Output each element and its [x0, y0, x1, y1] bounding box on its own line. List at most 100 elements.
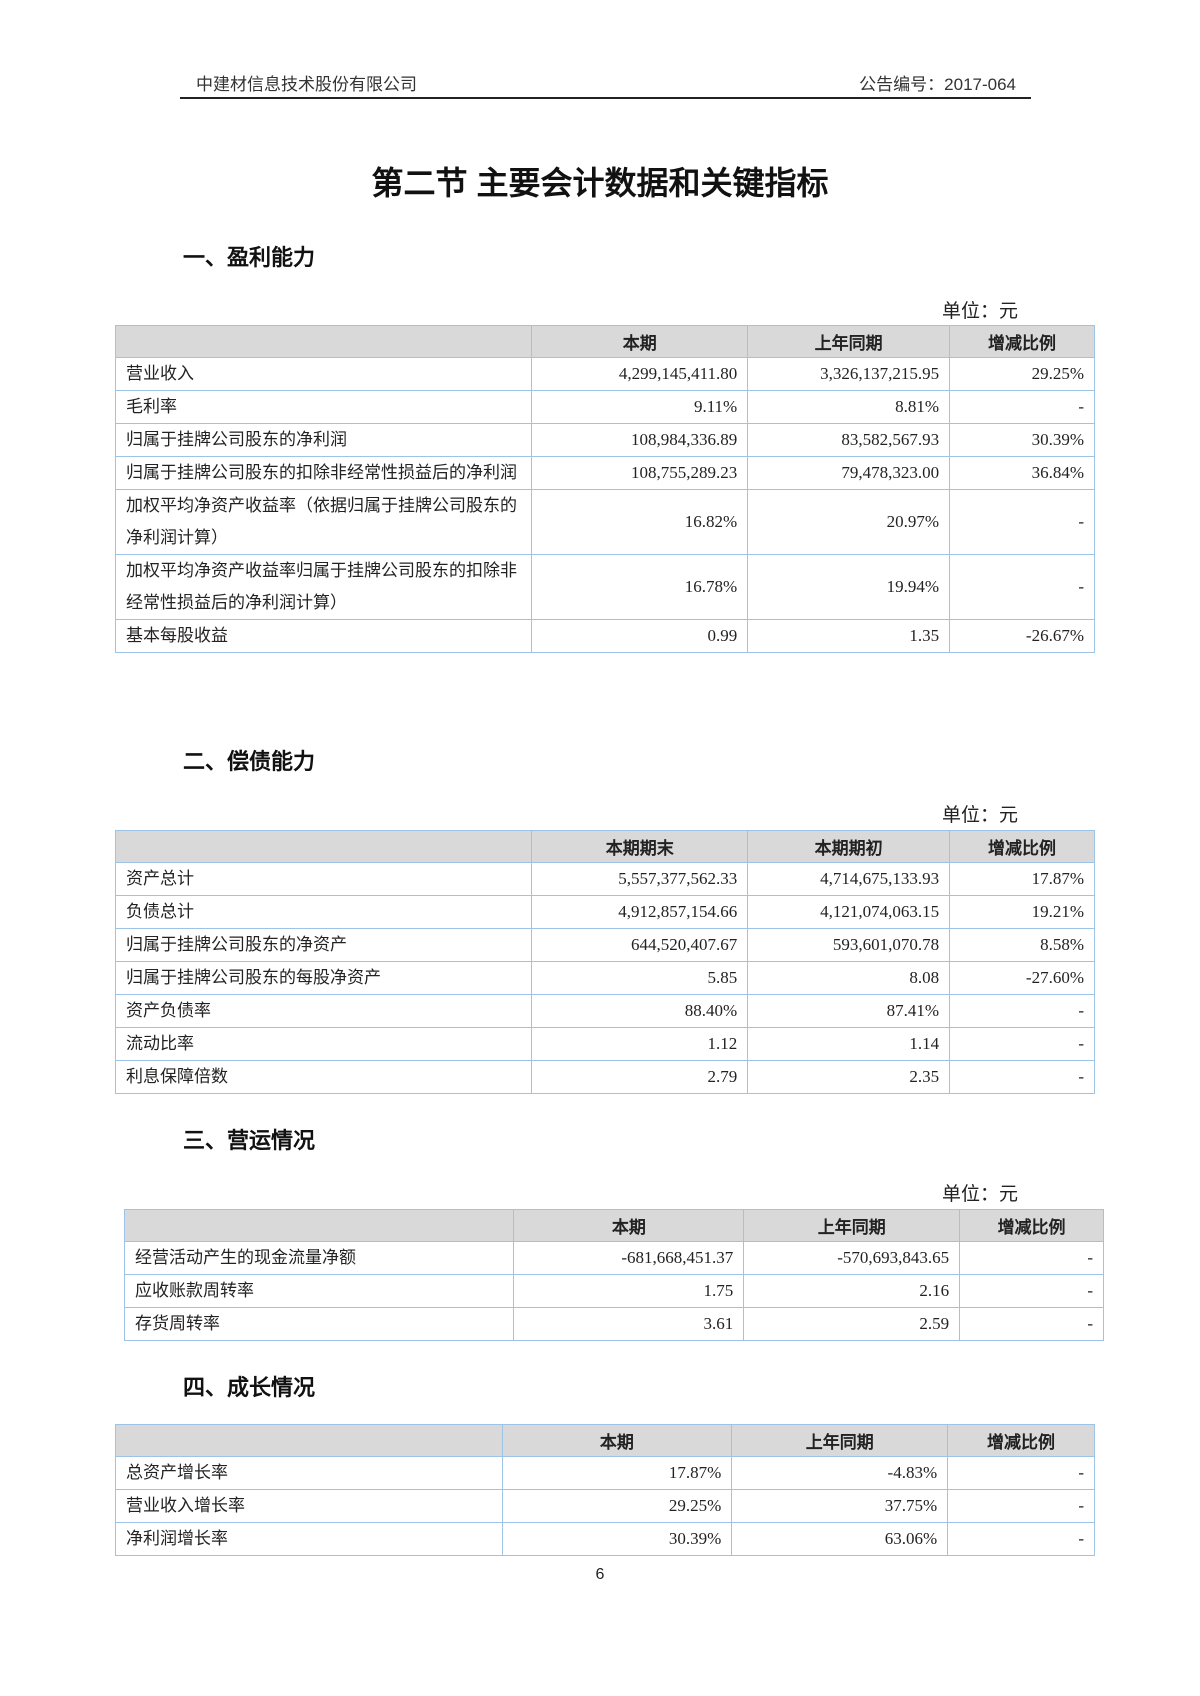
- row-label: 归属于挂牌公司股东的每股净资产: [114, 961, 533, 995]
- row-label: 存货周转率: [123, 1307, 515, 1341]
- column-header: 增减比例: [947, 1424, 1095, 1457]
- cell-value: -: [949, 1060, 1095, 1094]
- cell-value: -: [949, 994, 1095, 1028]
- section-heading: 三、营运情况: [183, 1128, 316, 1153]
- cell-value: 593,601,070.78: [747, 928, 951, 962]
- row-label: 资产总计: [114, 862, 533, 896]
- row-label: 流动比率: [114, 1027, 533, 1061]
- cell-value: 2.79: [531, 1060, 749, 1094]
- column-header: 本期期初: [747, 830, 951, 863]
- row-label: 营业收入: [114, 357, 533, 391]
- cell-value: 4,714,675,133.93: [747, 862, 951, 896]
- cell-value: 30.39%: [949, 423, 1095, 457]
- unit-label: 单位：元: [942, 805, 1019, 826]
- cell-value: -570,693,843.65: [743, 1241, 961, 1275]
- cell-value: 1.14: [747, 1027, 951, 1061]
- section-heading: 四、成长情况: [183, 1375, 316, 1400]
- cell-value: 1.12: [531, 1027, 749, 1061]
- cell-value: -26.67%: [949, 619, 1095, 653]
- cell-value: -: [949, 489, 1095, 555]
- table-header-row: 本期期末 本期期初 增减比例: [114, 830, 1095, 863]
- table-row: 资产总计 5,557,377,562.33 4,714,675,133.93 17.8…: [114, 862, 1095, 896]
- cell-value: 1.75: [513, 1274, 745, 1308]
- column-header: 增减比例: [959, 1209, 1104, 1242]
- table-row: 基本每股收益 0.99 1.35 -26.67%: [114, 619, 1095, 653]
- cell-value: 36.84%: [949, 456, 1095, 490]
- table-row: 加权平均净资产收益率（依据归属于挂牌公司股东的净利润计算） 16.82% 20.97…: [114, 489, 1095, 555]
- cell-value: -681,668,451.37: [513, 1241, 745, 1275]
- column-header: 本期: [501, 1424, 733, 1457]
- operations-table: 本期 上年同期 增减比例 经营活动产生的现金流量净额 -681,668,451.37 -5…: [123, 1209, 1104, 1341]
- cell-value: -: [949, 1027, 1095, 1061]
- cell-value: 3,326,137,215.95: [747, 357, 951, 391]
- table-row: 存货周转率 3.61 2.59-: [123, 1307, 1104, 1341]
- unit-label: 单位：元: [942, 301, 1019, 322]
- cell-value: 63.06%: [731, 1522, 949, 1556]
- column-header: [114, 325, 533, 358]
- column-header: 上年同期: [747, 325, 951, 358]
- cell-value: -: [949, 390, 1095, 424]
- cell-value: -: [949, 554, 1095, 620]
- row-label: 营业收入增长率: [115, 1489, 503, 1523]
- cell-value: 29.25%: [501, 1489, 733, 1523]
- cell-value: 37.75%: [731, 1489, 949, 1523]
- cell-value: 16.82%: [531, 489, 749, 555]
- cell-value: 644,520,407.67: [531, 928, 749, 962]
- cell-value: 0.99: [531, 619, 749, 653]
- row-label: 加权平均净资产收益率归属于挂牌公司股东的扣除非经常性损益后的净利润计算）: [114, 554, 533, 620]
- row-label: 毛利率: [114, 390, 533, 424]
- column-header: 本期: [513, 1209, 745, 1242]
- column-header: [114, 830, 533, 863]
- cell-value: 2.16: [743, 1274, 961, 1308]
- table-header-row: 本期 上年同期 增减比例: [123, 1209, 1104, 1242]
- cell-value: 16.78%: [531, 554, 749, 620]
- table-row: 加权平均净资产收益率归属于挂牌公司股东的扣除非经常性损益后的净利润计算） 16.7…: [114, 554, 1095, 620]
- header-company: 中建材信息技术股份有限公司: [196, 75, 417, 94]
- table-row: 应收账款周转率 1.75 2.16-: [123, 1274, 1104, 1308]
- row-label: 加权平均净资产收益率（依据归属于挂牌公司股东的净利润计算）: [114, 489, 533, 555]
- cell-value: -: [947, 1522, 1095, 1556]
- cell-value: 4,299,145,411.80: [531, 357, 749, 391]
- section-heading: 一、盈利能力: [183, 245, 316, 270]
- cell-value: -: [959, 1307, 1104, 1341]
- row-label: 净利润增长率: [115, 1522, 503, 1556]
- cell-value: 19.21%: [949, 895, 1095, 929]
- cell-value: 30.39%: [501, 1522, 733, 1556]
- column-header: [115, 1424, 503, 1457]
- cell-value: -: [959, 1274, 1104, 1308]
- cell-value: 17.87%: [501, 1456, 733, 1490]
- cell-value: 2.59: [743, 1307, 961, 1341]
- cell-value: 108,984,336.89: [531, 423, 749, 457]
- table-row: 经营活动产生的现金流量净额 -681,668,451.37 -570,693,843…: [123, 1241, 1104, 1275]
- profitability-table: 本期 上年同期 增减比例 营业收入 4,299,145,411.80 3,326,137,…: [114, 325, 1095, 653]
- table-row: 流动比率 1.12 1.14-: [114, 1027, 1095, 1061]
- cell-value: -27.60%: [949, 961, 1095, 995]
- row-label: 应收账款周转率: [123, 1274, 515, 1308]
- cell-value: 8.08: [747, 961, 951, 995]
- column-header: 增减比例: [949, 325, 1095, 358]
- row-label: 归属于挂牌公司股东的净资产: [114, 928, 533, 962]
- row-label: 负债总计: [114, 895, 533, 929]
- column-header: [123, 1209, 515, 1242]
- cell-value: 19.94%: [747, 554, 951, 620]
- cell-value: -: [959, 1241, 1104, 1275]
- cell-value: 88.40%: [531, 994, 749, 1028]
- table-row: 毛利率 9.11% 8.81% -: [114, 390, 1095, 424]
- header-divider: [180, 97, 1031, 99]
- table-row: 资产负债率 88.40% 87.41% -: [114, 994, 1095, 1028]
- cell-value: 108,755,289.23: [531, 456, 749, 490]
- page-title: 第二节 主要会计数据和关键指标: [371, 165, 829, 201]
- row-label: 基本每股收益: [114, 619, 533, 653]
- table-row: 归属于挂牌公司股东的净利润 108,984,336.89 83,582,567.93…: [114, 423, 1095, 457]
- cell-value: -4.83%: [731, 1456, 949, 1490]
- table-header-row: 本期 上年同期 增减比例: [115, 1424, 1095, 1457]
- cell-value: 3.61: [513, 1307, 745, 1341]
- table-row: 归属于挂牌公司股东的净资产 644,520,407.67 593,601,070.7…: [114, 928, 1095, 962]
- column-header: 上年同期: [731, 1424, 949, 1457]
- table-row: 净利润增长率 30.39% 63.06% -: [115, 1522, 1095, 1556]
- growth-table: 本期 上年同期 增减比例 总资产增长率 17.87% -4.83% - 营业收入增长率 29.2…: [115, 1424, 1095, 1556]
- column-header: 上年同期: [743, 1209, 961, 1242]
- cell-value: 2.35: [747, 1060, 951, 1094]
- cell-value: 8.81%: [747, 390, 951, 424]
- cell-value: 20.97%: [747, 489, 951, 555]
